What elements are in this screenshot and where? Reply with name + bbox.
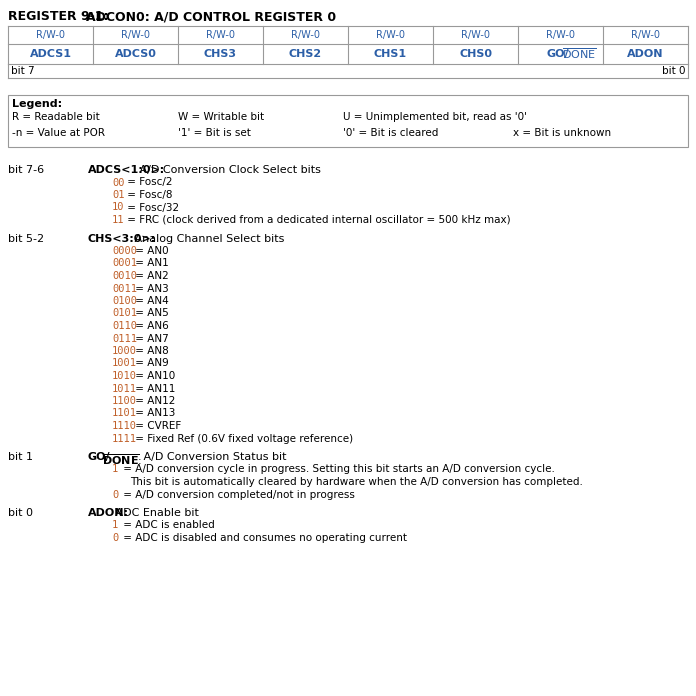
Text: CHS2: CHS2: [289, 49, 322, 59]
Text: = AN13: = AN13: [132, 409, 176, 418]
Text: ADCS<1:0>:: ADCS<1:0>:: [88, 165, 165, 175]
Text: = AN3: = AN3: [132, 283, 169, 294]
Text: bit 7: bit 7: [11, 66, 35, 76]
Text: R/W-0: R/W-0: [376, 30, 405, 40]
Text: REGISTER 9-1:: REGISTER 9-1:: [8, 10, 109, 23]
Text: 1010: 1010: [112, 371, 137, 381]
Text: = ADC is enabled: = ADC is enabled: [120, 521, 215, 530]
Text: -n = Value at POR: -n = Value at POR: [12, 128, 105, 138]
Text: bit 1: bit 1: [8, 452, 33, 462]
Text: ADCON0: A/D CONTROL REGISTER 0: ADCON0: A/D CONTROL REGISTER 0: [86, 10, 336, 23]
Text: = Fosc/8: = Fosc/8: [125, 190, 173, 200]
Text: = CVREF: = CVREF: [132, 421, 182, 431]
Text: 1100: 1100: [112, 396, 137, 406]
Text: 1110: 1110: [112, 421, 137, 431]
Text: R/W-0: R/W-0: [36, 30, 65, 40]
Text: = AN7: = AN7: [132, 333, 169, 344]
Text: 1: 1: [112, 521, 118, 530]
Text: '0' = Bit is cleared: '0' = Bit is cleared: [343, 128, 438, 138]
Text: GO/: GO/: [546, 49, 569, 59]
Text: 0000: 0000: [112, 246, 137, 256]
Text: = AN4: = AN4: [132, 296, 169, 306]
Text: R/W-0: R/W-0: [461, 30, 490, 40]
Text: 0010: 0010: [112, 271, 137, 281]
Text: = AN1: = AN1: [132, 258, 169, 269]
Text: CHS3: CHS3: [204, 49, 237, 59]
Text: = AN5: = AN5: [132, 308, 169, 319]
Text: Legend:: Legend:: [12, 99, 62, 109]
Text: GO/: GO/: [88, 452, 111, 462]
Text: 0: 0: [112, 489, 118, 500]
Text: 1111: 1111: [112, 434, 137, 443]
Text: = AN6: = AN6: [132, 321, 169, 331]
Text: ADON:: ADON:: [88, 508, 129, 518]
Text: 1: 1: [112, 464, 118, 475]
Text: 1001: 1001: [112, 358, 137, 368]
Text: = Fosc/2: = Fosc/2: [125, 177, 173, 187]
Text: This bit is automatically cleared by hardware when the A/D conversion has comple: This bit is automatically cleared by har…: [130, 477, 583, 487]
Text: R/W-0: R/W-0: [546, 30, 575, 40]
Text: 0101: 0101: [112, 308, 137, 319]
Text: 1101: 1101: [112, 409, 137, 418]
Text: W = Writable bit: W = Writable bit: [178, 112, 264, 122]
Text: CHS1: CHS1: [374, 49, 407, 59]
Text: = AN10: = AN10: [132, 371, 176, 381]
Text: = AN0: = AN0: [132, 246, 169, 256]
Text: x = Bit is unknown: x = Bit is unknown: [513, 128, 611, 138]
Text: 0100: 0100: [112, 296, 137, 306]
Text: = AN11: = AN11: [132, 383, 176, 393]
Text: CHS<3:0>:: CHS<3:0>:: [88, 233, 156, 244]
Text: = AN9: = AN9: [132, 358, 169, 368]
Text: CHS0: CHS0: [459, 49, 492, 59]
Text: = AN8: = AN8: [132, 346, 169, 356]
Text: $\overline{\mathbf{DONE}}$:: $\overline{\mathbf{DONE}}$:: [102, 452, 143, 467]
Text: bit 0: bit 0: [8, 508, 33, 518]
Text: bit 5-2: bit 5-2: [8, 233, 44, 244]
Text: bit 7-6: bit 7-6: [8, 165, 44, 175]
Text: ADCS0: ADCS0: [115, 49, 157, 59]
Text: ADON: ADON: [627, 49, 664, 59]
Text: = A/D conversion completed/not in progress: = A/D conversion completed/not in progre…: [120, 489, 355, 500]
Text: = FRC (clock derived from a dedicated internal oscillator = 500 kHz max): = FRC (clock derived from a dedicated in…: [125, 215, 511, 225]
Text: 1000: 1000: [112, 346, 137, 356]
Text: = AN12: = AN12: [132, 396, 176, 406]
Text: 00: 00: [112, 177, 125, 187]
Text: 0001: 0001: [112, 258, 137, 269]
Text: R/W-0: R/W-0: [121, 30, 150, 40]
Text: Analog Channel Select bits: Analog Channel Select bits: [132, 233, 285, 244]
Text: '1' = Bit is set: '1' = Bit is set: [178, 128, 251, 138]
Text: A/D Conversion Status bit: A/D Conversion Status bit: [141, 452, 287, 462]
Text: = Fixed Ref (0.6V fixed voltage reference): = Fixed Ref (0.6V fixed voltage referenc…: [132, 434, 354, 443]
Text: U = Unimplemented bit, read as '0': U = Unimplemented bit, read as '0': [343, 112, 527, 122]
Text: R/W-0: R/W-0: [206, 30, 235, 40]
Text: R = Readable bit: R = Readable bit: [12, 112, 100, 122]
Text: 10: 10: [112, 203, 125, 212]
Text: = AN2: = AN2: [132, 271, 169, 281]
Text: 11: 11: [112, 215, 125, 225]
Text: 0: 0: [112, 533, 118, 543]
Text: = Fosc/32: = Fosc/32: [125, 203, 180, 212]
Text: = ADC is disabled and consumes no operating current: = ADC is disabled and consumes no operat…: [120, 533, 407, 543]
Text: 0111: 0111: [112, 333, 137, 344]
Text: 1011: 1011: [112, 383, 137, 393]
Text: bit 0: bit 0: [661, 66, 685, 76]
Text: ADC Enable bit: ADC Enable bit: [112, 508, 199, 518]
Text: $\overline{\mathsf{DONE}}$: $\overline{\mathsf{DONE}}$: [562, 47, 597, 61]
Text: ADCS1: ADCS1: [29, 49, 72, 59]
Text: R/W-0: R/W-0: [631, 30, 660, 40]
Text: 0011: 0011: [112, 283, 137, 294]
Bar: [8, 95, 688, 147]
Text: 01: 01: [112, 190, 125, 200]
Text: A/D Conversion Clock Select bits: A/D Conversion Clock Select bits: [136, 165, 321, 175]
Text: R/W-0: R/W-0: [291, 30, 320, 40]
Text: = A/D conversion cycle in progress. Setting this bit starts an A/D conversion cy: = A/D conversion cycle in progress. Sett…: [120, 464, 555, 475]
Text: 0110: 0110: [112, 321, 137, 331]
